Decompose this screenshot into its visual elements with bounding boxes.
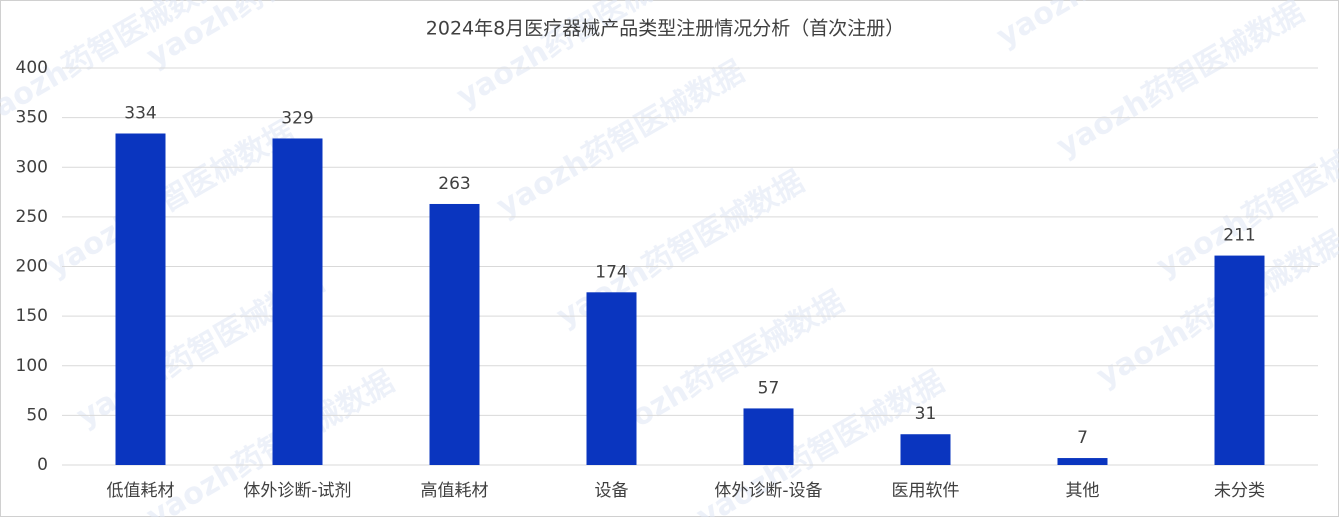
data-label: 211 — [1223, 226, 1255, 246]
bar — [115, 133, 166, 465]
x-tick-label: 未分类 — [1214, 481, 1265, 501]
y-tick-label: 0 — [37, 455, 48, 475]
bar — [586, 292, 637, 465]
y-tick-label: 100 — [16, 356, 48, 376]
y-tick-label: 50 — [26, 405, 48, 425]
y-tick-label: 350 — [16, 108, 48, 128]
data-label: 57 — [758, 378, 780, 398]
bar — [743, 408, 794, 465]
x-tick-label: 医用软件 — [892, 481, 960, 501]
data-label: 174 — [595, 262, 627, 282]
x-tick-label: 体外诊断-试剂 — [243, 481, 351, 501]
y-tick-label: 250 — [16, 207, 48, 227]
data-label: 7 — [1077, 428, 1088, 448]
data-label: 31 — [915, 404, 937, 424]
bar — [1057, 458, 1108, 465]
x-tick-label: 其他 — [1066, 481, 1100, 501]
x-tick-label: 设备 — [595, 481, 629, 501]
y-tick-label: 300 — [16, 157, 48, 177]
bar — [272, 138, 323, 465]
bar — [429, 203, 480, 465]
y-tick-label: 200 — [16, 257, 48, 277]
data-label: 329 — [281, 108, 313, 128]
x-tick-label: 体外诊断-设备 — [714, 481, 822, 501]
x-tick-label: 高值耗材 — [421, 481, 489, 501]
data-label: 334 — [124, 104, 156, 124]
y-tick-label: 400 — [16, 58, 48, 78]
data-label: 263 — [438, 174, 470, 194]
x-tick-label: 低值耗材 — [107, 481, 175, 501]
bar — [900, 434, 951, 465]
y-tick-label: 150 — [16, 306, 48, 326]
chart-title: 2024年8月医疗器械产品类型注册情况分析（首次注册） — [426, 18, 904, 40]
bar — [1214, 255, 1265, 465]
